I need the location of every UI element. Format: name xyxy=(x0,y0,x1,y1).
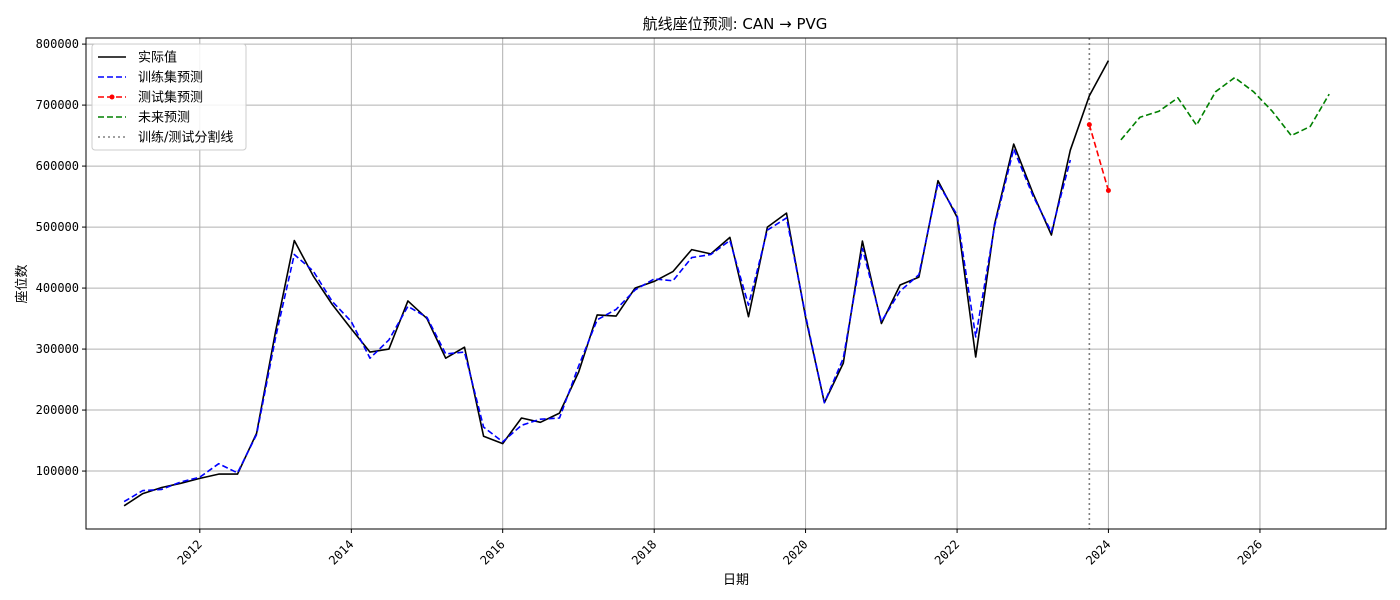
y-tick-label: 500000 xyxy=(36,220,79,234)
x-tick-label: 2024 xyxy=(1083,537,1113,567)
legend-item-actual: 实际值 xyxy=(98,50,177,66)
legend-item-split: 训练/测试分割线 xyxy=(98,130,233,146)
train-prediction-line xyxy=(123,148,1072,503)
x-tick-label: 2012 xyxy=(175,537,205,567)
plot-frame xyxy=(85,37,1387,530)
legend-label: 训练/测试分割线 xyxy=(138,130,233,146)
legend-marker xyxy=(109,94,115,100)
chart-title: 航线座位预测: CAN → PVG xyxy=(643,15,828,33)
x-tick-label: 2018 xyxy=(629,537,659,567)
legend-label: 测试集预测 xyxy=(138,90,203,106)
future-prediction-line xyxy=(1120,76,1330,141)
y-axis-ticks: 100000 200000 300000 400000 500000 600000 7000… xyxy=(36,37,86,478)
y-tick-label: 700000 xyxy=(36,98,79,112)
test-prediction-marker xyxy=(1105,187,1111,193)
x-tick-label: 2014 xyxy=(326,537,356,567)
x-tick-label: 2022 xyxy=(932,537,962,567)
legend-box xyxy=(91,43,247,151)
grid-lines xyxy=(86,38,1386,529)
y-tick-label: 600000 xyxy=(36,159,79,173)
x-axis-label: 日期 xyxy=(723,573,749,588)
legend-label: 未来预测 xyxy=(138,111,190,126)
series-layer xyxy=(123,60,1330,507)
x-tick-label: 2026 xyxy=(1235,537,1265,567)
legend-label: 训练集预测 xyxy=(138,70,203,86)
legend-item-test: 测试集预测 xyxy=(98,90,203,106)
y-tick-label: 400000 xyxy=(36,281,79,295)
y-tick-label: 800000 xyxy=(36,37,79,51)
legend-item-train: 训练集预测 xyxy=(98,70,203,86)
y-tick-label: 200000 xyxy=(36,403,79,417)
x-tick-label: 2016 xyxy=(477,537,507,567)
actual-series-line xyxy=(123,60,1110,507)
test-prediction-marker xyxy=(1086,122,1092,128)
legend-label: 实际值 xyxy=(138,50,177,66)
y-tick-label: 300000 xyxy=(36,342,79,356)
y-tick-label: 100000 xyxy=(36,464,79,478)
legend-item-future: 未来预测 xyxy=(98,111,190,126)
y-axis-label: 座位数 xyxy=(15,264,30,303)
test-prediction-line xyxy=(1088,124,1110,191)
x-tick-label: 2020 xyxy=(780,537,810,567)
x-axis-ticks: 2012 2014 2016 2018 2020 2022 2024 2026 xyxy=(175,529,1265,568)
